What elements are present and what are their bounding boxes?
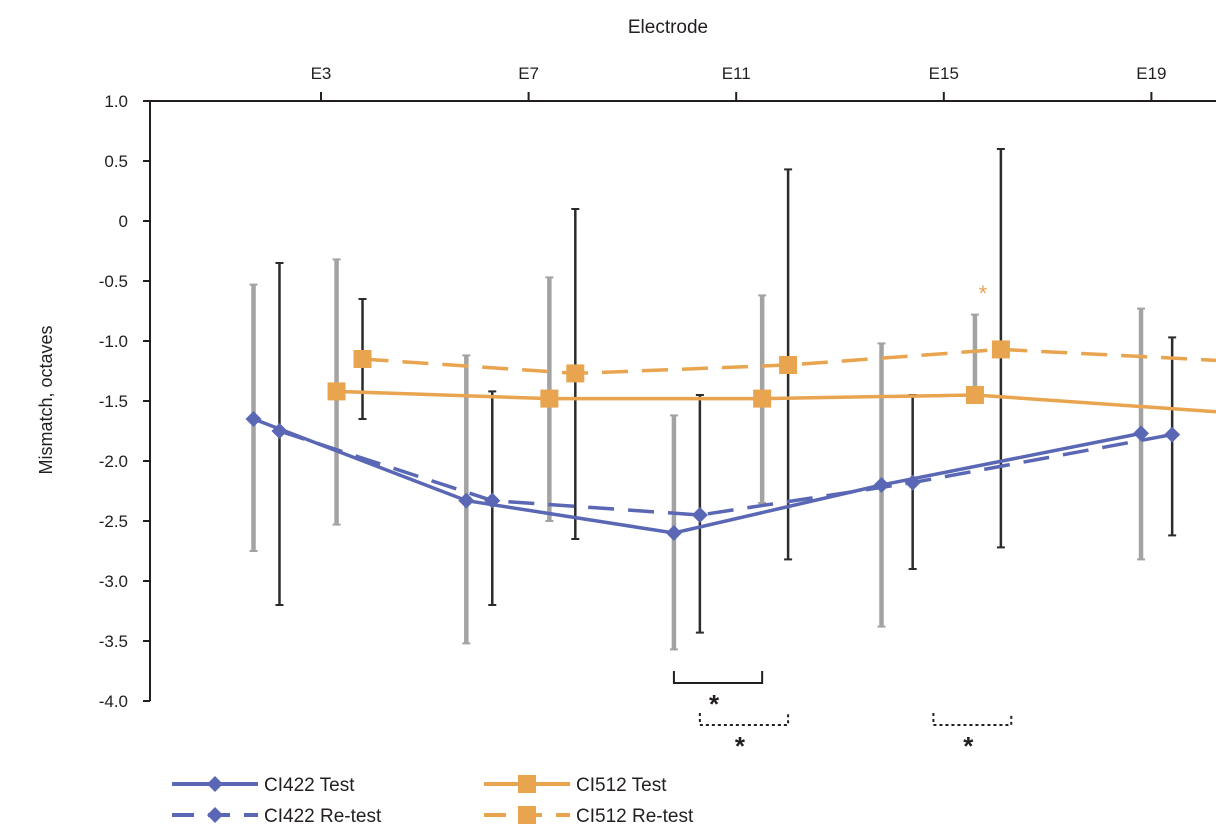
data-point	[779, 356, 798, 374]
significance-annotations: *****	[672, 281, 1013, 761]
series-line	[362, 347, 1216, 376]
y-tick-label: 0.5	[104, 152, 128, 171]
y-tick-label: -2.0	[99, 452, 128, 471]
legend: CI422 Test CI422 Re-test CI512 Test CI512 R…	[172, 775, 694, 827]
significance-bracket	[672, 671, 764, 684]
data-point	[991, 340, 1010, 359]
data-point	[353, 350, 372, 368]
y-tick-label: -3.5	[99, 632, 128, 651]
y-tick-label: -4.0	[99, 692, 128, 711]
legend-marker	[207, 776, 223, 792]
data-point	[873, 477, 890, 493]
data-point	[540, 389, 559, 408]
data-point	[245, 411, 262, 427]
series-markers	[245, 340, 1181, 541]
significance-bracket	[698, 713, 790, 726]
significance-star: *	[735, 731, 746, 761]
data-point	[458, 492, 475, 509]
data-point	[271, 423, 288, 439]
axes: 1.0 0.5 0 -0.5 -1.0 -1.5 -2.0 -2.5 -3.0 -3.5 -4.0 E…	[99, 64, 1216, 711]
data-point	[965, 386, 984, 404]
data-point	[327, 382, 346, 401]
data-point	[691, 507, 708, 523]
y-tick-label: 1.0	[104, 92, 128, 111]
legend-label: CI512 Test	[576, 775, 667, 796]
data-point	[1133, 425, 1150, 442]
legend-label: CI422 Re-test	[264, 806, 382, 827]
top-axis-title: Electrode	[628, 17, 708, 38]
series-line	[278, 429, 1173, 517]
legend-label: CI422 Test	[264, 775, 355, 796]
x-tick-label: E7	[518, 64, 539, 83]
data-point	[904, 474, 921, 491]
y-tick-label: -0.5	[99, 272, 128, 291]
x-tick-label: E15	[929, 64, 959, 83]
x-tick-label: E19	[1136, 64, 1166, 83]
y-tick-label: -2.5	[99, 512, 128, 531]
legend-marker	[518, 775, 536, 793]
data-point	[665, 525, 682, 541]
significance-star: *	[963, 731, 974, 761]
y-tick-label: -3.0	[99, 572, 128, 591]
y-tick-label: -1.5	[99, 392, 128, 411]
series-lines	[252, 347, 1216, 535]
orange-star: *	[979, 281, 988, 306]
legend-label: CI512 Re-test	[576, 806, 694, 827]
legend-marker	[518, 806, 536, 824]
data-point	[753, 389, 772, 408]
y-tick-label: 0	[119, 212, 128, 231]
data-point	[1164, 426, 1181, 443]
y-tick-label: -1.0	[99, 332, 128, 351]
data-point	[484, 492, 501, 509]
significance-star: *	[709, 689, 720, 719]
x-tick-label: E3	[311, 64, 332, 83]
legend-marker	[207, 807, 223, 823]
y-axis-title: Mismatch, octaves	[36, 325, 56, 474]
significance-bracket	[932, 713, 1013, 726]
data-point	[566, 364, 585, 383]
x-tick-label: E11	[722, 64, 751, 83]
